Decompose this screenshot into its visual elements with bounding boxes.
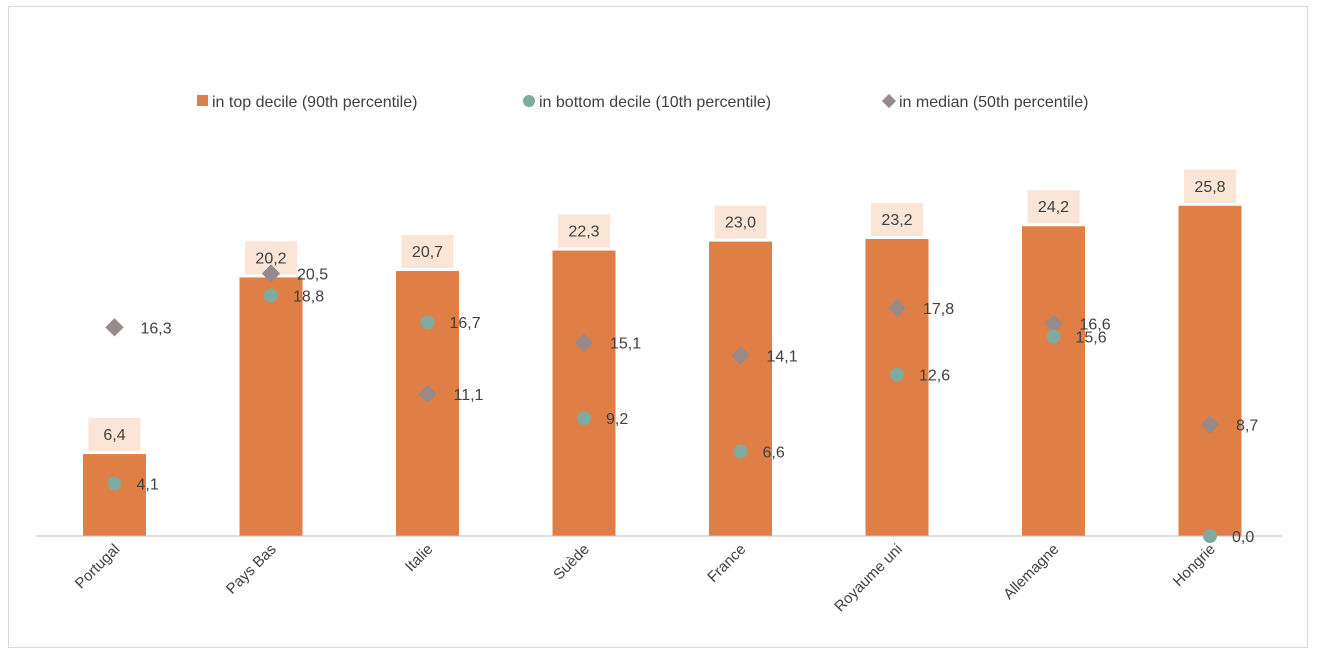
median-marker-2 [418,384,437,404]
bottom-decile-marker-1 [264,288,278,303]
x-tick-label-6: Allemagne [1000,541,1062,603]
bottom-decile-marker-3 [577,411,591,426]
x-tick-labels: Portugal Pays Bas Italie Suède France Royaume… [72,541,1219,616]
median-marker-6 [1044,314,1063,333]
x-tick-label-2: Italie [402,541,436,575]
bar-label-box-0 [88,418,141,452]
x-tick-label-3: Suède [550,541,593,584]
x-tick-label-5: Royaume uni [831,541,906,616]
bar-label-box-7 [1184,169,1236,203]
bar-value-label-1: 20,2 [255,250,286,267]
bar-7 [1178,205,1242,536]
bar-value-label-3: 22,3 [568,224,599,241]
bottom-decile-marker-4 [733,444,748,459]
bar-6 [1022,226,1085,537]
bar-value-label-6: 24,2 [1038,199,1069,216]
bar-label-box-3 [558,214,610,248]
bar-series: 6,4 20,2 20,7 22,3 23,0 23,2 24,2 25,8 [83,169,1242,537]
bottom-decile-label-5: 12,6 [919,368,950,385]
median-marker-4 [731,346,750,365]
chart-frame [8,6,1308,648]
bar-value-label-7: 25,8 [1194,179,1225,196]
bar-5 [865,239,929,537]
legend: in top decile (90th percentile) in bottom… [197,93,1088,111]
bar-label-box-6 [1027,190,1080,224]
bottom-decile-marker-6 [1046,329,1061,344]
bar-4 [709,241,772,536]
median-label-2: 11,1 [454,387,484,404]
bottom-decile-label-6: 15,6 [1076,329,1107,346]
median-label-6: 16,6 [1080,317,1111,334]
bar-label-box-2 [401,235,454,269]
bottom-decile-marker-2 [420,315,435,330]
legend-swatch-bottom-decile [523,95,535,107]
median-marker-3 [574,333,594,352]
bottom-decile-label-2: 16,7 [450,315,481,332]
bottom-decile-label-7: 0,0 [1232,529,1254,546]
bottom-decile-label-0: 4,1 [137,477,159,494]
median-marker-0 [105,318,124,337]
bar-value-label-5: 23,2 [881,212,912,229]
median-marker-1 [261,264,281,283]
x-tick-label-0: Portugal [72,541,124,593]
median-label-5: 17,8 [923,301,954,318]
bar-value-label-4: 23,0 [725,215,756,232]
x-tick-label-7: Hongrie [1170,541,1219,590]
marker-series: 16,3 4,1 20,5 18,8 11,1 16,7 15,1 9,2 14,1 6,6 17,… [105,264,1258,546]
bar-0 [83,454,146,536]
median-label-4: 14,1 [767,349,798,366]
bottom-decile-marker-0 [107,476,122,491]
legend-label-2: in median (50th percentile) [899,94,1088,111]
x-tick-label-1: Pays Bas [223,541,280,598]
median-label-7: 8,7 [1236,418,1258,435]
median-label-0: 16,3 [141,320,172,337]
legend-swatch-top-decile [197,95,208,106]
x-tick-label-4: France [704,541,749,586]
bottom-decile-marker-7 [1203,529,1217,543]
bottom-decile-label-3: 9,2 [606,411,628,428]
bar-3 [552,250,616,536]
bar-label-box-4 [714,205,767,239]
bottom-decile-marker-5 [890,367,904,382]
bottom-decile-label-1: 18,8 [293,288,324,305]
median-marker-7 [1200,415,1220,434]
bar-value-label-2: 20,7 [412,244,443,261]
median-marker-5 [887,298,907,318]
bar-2 [396,271,459,536]
bottom-decile-label-4: 6,6 [763,445,785,462]
bar-label-box-5 [871,203,923,237]
legend-label-1: in bottom decile (10th percentile) [539,94,771,111]
median-label-3: 15,1 [610,336,641,353]
bar-1 [239,277,303,536]
bar-value-label-0: 6,4 [103,427,125,444]
legend-swatch-median [881,93,897,109]
median-label-1: 20,5 [297,267,328,284]
legend-label-0: in top decile (90th percentile) [212,94,417,111]
